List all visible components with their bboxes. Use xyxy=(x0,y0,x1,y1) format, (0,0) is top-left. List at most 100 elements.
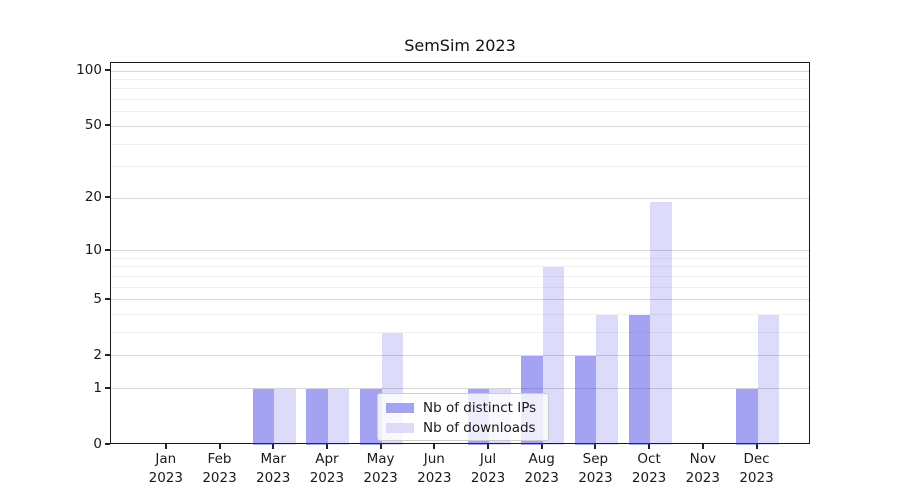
legend-item-distinct-ips: Nb of distinct IPs xyxy=(386,398,548,418)
x-tick-year: 2023 xyxy=(578,470,613,486)
y-tick-label: 50 xyxy=(84,117,102,134)
x-tick-year: 2023 xyxy=(470,470,506,486)
x-tick-label: Apr 2023 xyxy=(287,450,367,488)
y-tick-label: 5 xyxy=(93,290,102,307)
minor-gridline xyxy=(111,111,809,113)
y-tick-mark xyxy=(105,297,110,300)
y-tick-mark xyxy=(105,386,110,389)
x-tick-label: Jan 2023 xyxy=(126,450,206,488)
x-tick-mark xyxy=(164,444,167,449)
x-tick-mark xyxy=(325,444,328,449)
x-tick-mark xyxy=(701,444,704,449)
legend-label-distinct-ips: Nb of distinct IPs xyxy=(423,400,537,416)
x-tick-year: 2023 xyxy=(631,470,667,486)
x-tick-mark xyxy=(594,444,597,449)
x-tick-month: Sep xyxy=(582,451,609,467)
x-tick-label: Jun 2023 xyxy=(394,450,474,488)
y-tick-label: 100 xyxy=(76,62,102,78)
x-tick-month: Oct xyxy=(637,451,661,467)
major-gridline xyxy=(111,125,809,127)
major-gridline xyxy=(111,355,809,357)
chart-title: SemSim 2023 xyxy=(404,36,516,55)
y-tick-mark xyxy=(105,443,110,445)
minor-gridline xyxy=(111,314,809,316)
x-tick-month: Feb xyxy=(207,451,232,467)
x-tick-label: Sep 2023 xyxy=(555,450,635,488)
x-tick-month: Dec xyxy=(743,451,770,467)
x-tick-mark xyxy=(218,444,221,449)
x-tick-year: 2023 xyxy=(739,470,774,486)
x-tick-label: Mar 2023 xyxy=(233,450,313,488)
bar-distinct-ips-dec xyxy=(736,388,758,445)
minor-gridline xyxy=(111,166,809,168)
bar-distinct-ips-oct xyxy=(628,314,651,445)
minor-gridline xyxy=(111,143,809,145)
x-tick-mark xyxy=(755,444,758,449)
x-tick-year: 2023 xyxy=(417,470,452,486)
minor-gridline xyxy=(111,99,809,101)
x-tick-label: Feb 2023 xyxy=(180,450,260,488)
y-tick-label: 20 xyxy=(84,189,102,206)
x-tick-label: Aug 2023 xyxy=(502,450,582,488)
x-tick-month: Jan xyxy=(155,451,177,467)
x-tick-mark xyxy=(540,444,543,449)
y-tick-label: 1 xyxy=(93,379,102,396)
x-tick-label: Jul 2023 xyxy=(448,450,528,488)
legend-label-downloads: Nb of downloads xyxy=(423,420,536,436)
x-tick-year: 2023 xyxy=(363,470,398,486)
x-tick-mark xyxy=(487,444,489,449)
x-tick-mark xyxy=(272,444,275,449)
plot-area xyxy=(110,62,810,445)
y-tick-mark xyxy=(105,124,110,127)
x-tick-year: 2023 xyxy=(202,470,237,486)
x-tick-month: Jul xyxy=(479,451,497,467)
minor-gridline xyxy=(111,332,809,334)
legend-item-downloads: Nb of downloads xyxy=(386,418,548,438)
minor-gridline xyxy=(111,286,809,288)
major-gridline xyxy=(111,250,809,252)
bar-distinct-ips-sep xyxy=(574,355,597,445)
major-gridline xyxy=(111,299,809,301)
x-tick-year: 2023 xyxy=(309,470,345,486)
x-tick-year: 2023 xyxy=(524,470,559,486)
minor-gridline xyxy=(111,88,809,90)
bar-distinct-ips-may xyxy=(360,388,382,445)
x-tick-month: Apr xyxy=(315,451,339,467)
x-tick-label: Nov 2023 xyxy=(663,450,743,488)
x-tick-year: 2023 xyxy=(685,470,720,486)
x-tick-label: May 2023 xyxy=(341,450,421,488)
bar-downloads-apr xyxy=(327,388,350,445)
x-tick-year: 2023 xyxy=(256,470,291,486)
x-tick-label: Dec 2023 xyxy=(717,450,797,488)
y-tick-label: 10 xyxy=(84,241,102,258)
bar-downloads-sep xyxy=(596,314,618,445)
bar-distinct-ips-apr xyxy=(306,388,328,445)
y-tick-label: 0 xyxy=(93,436,102,452)
bar-downloads-mar xyxy=(274,388,296,445)
major-gridline xyxy=(111,197,809,199)
y-tick-mark xyxy=(105,196,110,199)
x-tick-month: Nov xyxy=(689,451,716,467)
y-tick-label: 2 xyxy=(93,346,102,363)
x-tick-month: Mar xyxy=(260,451,286,467)
x-tick-year: 2023 xyxy=(148,470,183,486)
y-tick-mark xyxy=(105,248,110,251)
legend-swatch-distinct-ips xyxy=(386,403,414,413)
bar-downloads-oct xyxy=(650,202,672,445)
major-gridline xyxy=(111,388,809,390)
legend-swatch-downloads xyxy=(386,423,414,433)
bar-distinct-ips-mar xyxy=(252,388,275,445)
minor-gridline xyxy=(111,257,809,259)
y-tick-mark xyxy=(105,353,110,356)
x-tick-month: May xyxy=(366,451,395,467)
x-tick-mark xyxy=(648,444,651,449)
bar-downloads-dec xyxy=(757,314,779,445)
x-tick-month: Aug xyxy=(528,451,555,467)
minor-gridline xyxy=(111,275,809,277)
x-tick-month: Jun xyxy=(423,451,445,467)
major-gridline xyxy=(111,70,809,72)
x-tick-mark xyxy=(433,444,436,449)
x-tick-label: Oct 2023 xyxy=(609,450,689,488)
minor-gridline xyxy=(111,78,809,80)
